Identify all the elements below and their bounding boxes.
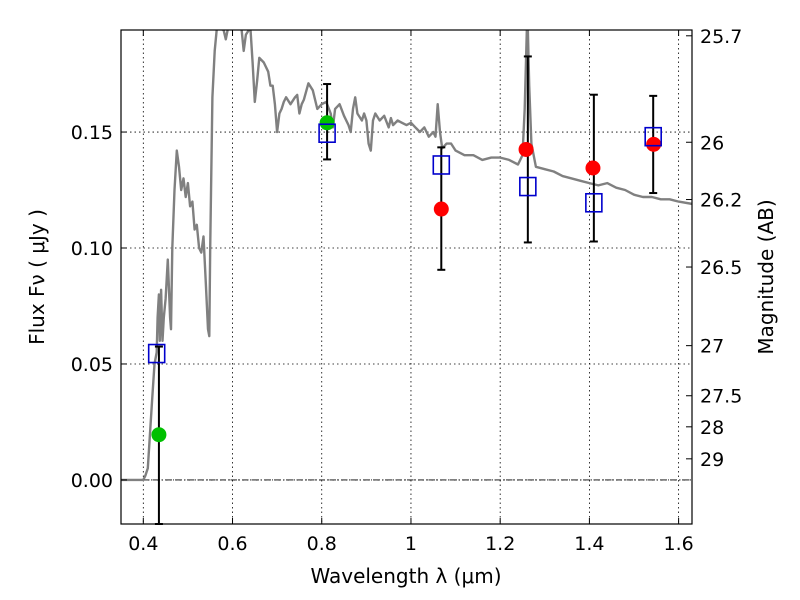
x-tick-label: 0.6	[217, 533, 247, 555]
data-point-circle	[433, 201, 449, 217]
y-tick-label: 0.15	[71, 122, 113, 144]
tick-layer: 0.4 0.6 0.8 1 1.2 1.4 1.6 0.00 0.05 0.10 0.15 25.7 2…	[71, 26, 743, 555]
data-point-circle	[319, 115, 335, 131]
y-axis-title: Flux Fν ( μJy )	[25, 209, 49, 345]
model-point-square	[432, 155, 451, 175]
mag-tick-label: 26.2	[700, 190, 742, 212]
right-axis-title: Magnitude (AB)	[754, 199, 778, 354]
grid-layer	[121, 30, 692, 524]
y-tick-label: 0.10	[71, 238, 113, 260]
errorbar-layer	[154, 55, 658, 525]
model-point-square	[644, 126, 662, 147]
x-tick-label: 0.8	[307, 533, 337, 555]
data-point-circle	[518, 141, 534, 157]
mag-tick-label: 27	[700, 336, 724, 358]
model-point-square	[318, 123, 336, 144]
data-point-circle	[646, 136, 662, 152]
data-point-circle	[151, 427, 167, 443]
model-point-square	[585, 192, 603, 213]
model-point-square	[147, 343, 166, 364]
x-axis-title: Wavelength λ (μm)	[310, 564, 501, 588]
model-point-square	[519, 176, 537, 197]
mag-tick-label: 27.5	[700, 386, 742, 408]
x-tick-label: 0.4	[128, 533, 158, 555]
data-point-circle	[585, 160, 601, 176]
plot-frame	[120, 29, 693, 525]
mag-tick-label: 28	[700, 417, 724, 439]
mag-tick-label: 26	[700, 132, 724, 154]
y-tick-label: 0.05	[71, 354, 113, 376]
model-spectrum-line	[121, 30, 692, 482]
x-tick-label: 1.6	[664, 533, 694, 555]
mag-tick-label: 29	[700, 449, 724, 471]
mag-tick-label: 25.7	[700, 26, 742, 48]
x-tick-label: 1	[405, 533, 417, 555]
y-tick-label: 0.00	[71, 470, 113, 492]
spectrum-layer	[121, 30, 692, 482]
marker-layer	[147, 115, 662, 443]
mag-tick-label: 26.5	[700, 257, 742, 279]
x-tick-label: 1.4	[574, 533, 604, 555]
x-tick-label: 1.2	[485, 533, 515, 555]
